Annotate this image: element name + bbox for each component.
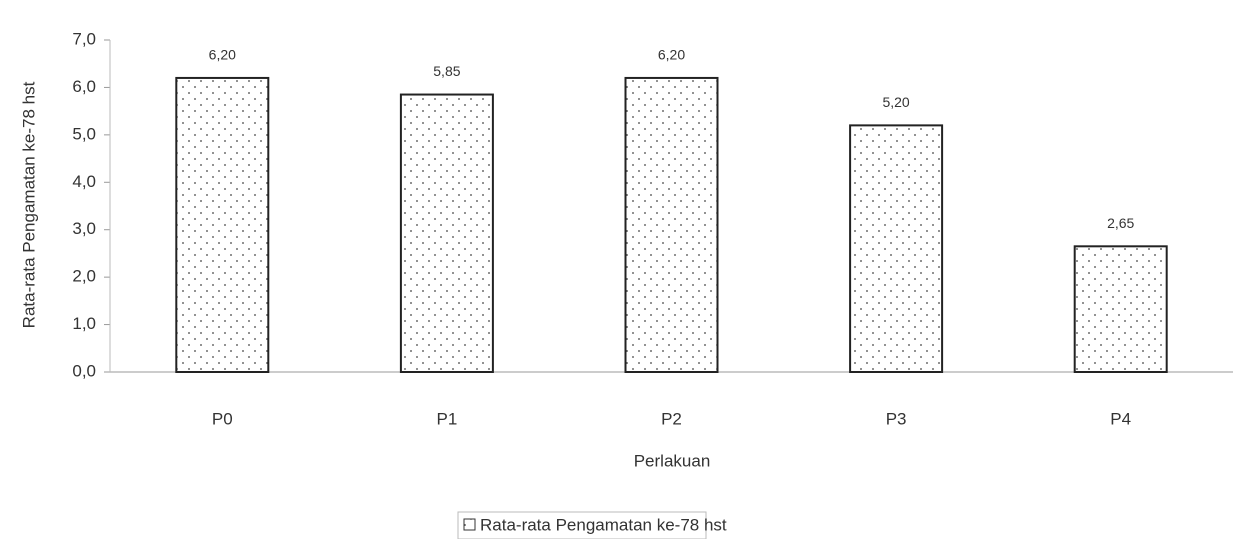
y-tick-label: 2,0 — [72, 267, 96, 286]
legend-box — [457, 511, 707, 539]
bar — [849, 124, 944, 373]
bar — [399, 93, 494, 374]
y-tick-label: 1,0 — [72, 314, 96, 333]
value-label: 2,65 — [1107, 215, 1134, 231]
x-tick-label: P2 — [661, 409, 682, 428]
x-axis-title: Perlakuan — [634, 451, 711, 470]
value-label: 5,20 — [882, 94, 909, 110]
y-tick-label: 7,0 — [72, 29, 96, 48]
value-label: 5,85 — [433, 63, 460, 79]
bar — [624, 76, 719, 373]
bar — [175, 76, 270, 373]
x-tick-label: P4 — [1110, 409, 1131, 428]
x-tick-label: P3 — [886, 409, 907, 428]
bar — [1073, 245, 1168, 373]
y-tick-label: 0,0 — [72, 361, 96, 380]
y-tick-label: 4,0 — [72, 172, 96, 191]
x-tick-label: P1 — [437, 409, 458, 428]
legend-label: Rata-rata Pengamatan ke-78 hst — [480, 515, 727, 534]
legend: Rata-rata Pengamatan ke-78 hst — [457, 511, 727, 539]
y-tick-label: 5,0 — [72, 124, 96, 143]
y-tick-label: 3,0 — [72, 219, 96, 238]
x-tick-label: P0 — [212, 409, 233, 428]
value-label: 6,20 — [658, 47, 685, 63]
y-axis-title: Rata-rata Pengamatan ke-78 hst — [19, 81, 38, 328]
y-tick-label: 6,0 — [72, 77, 96, 96]
legend-swatch — [463, 518, 476, 531]
value-label: 6,20 — [209, 47, 236, 63]
